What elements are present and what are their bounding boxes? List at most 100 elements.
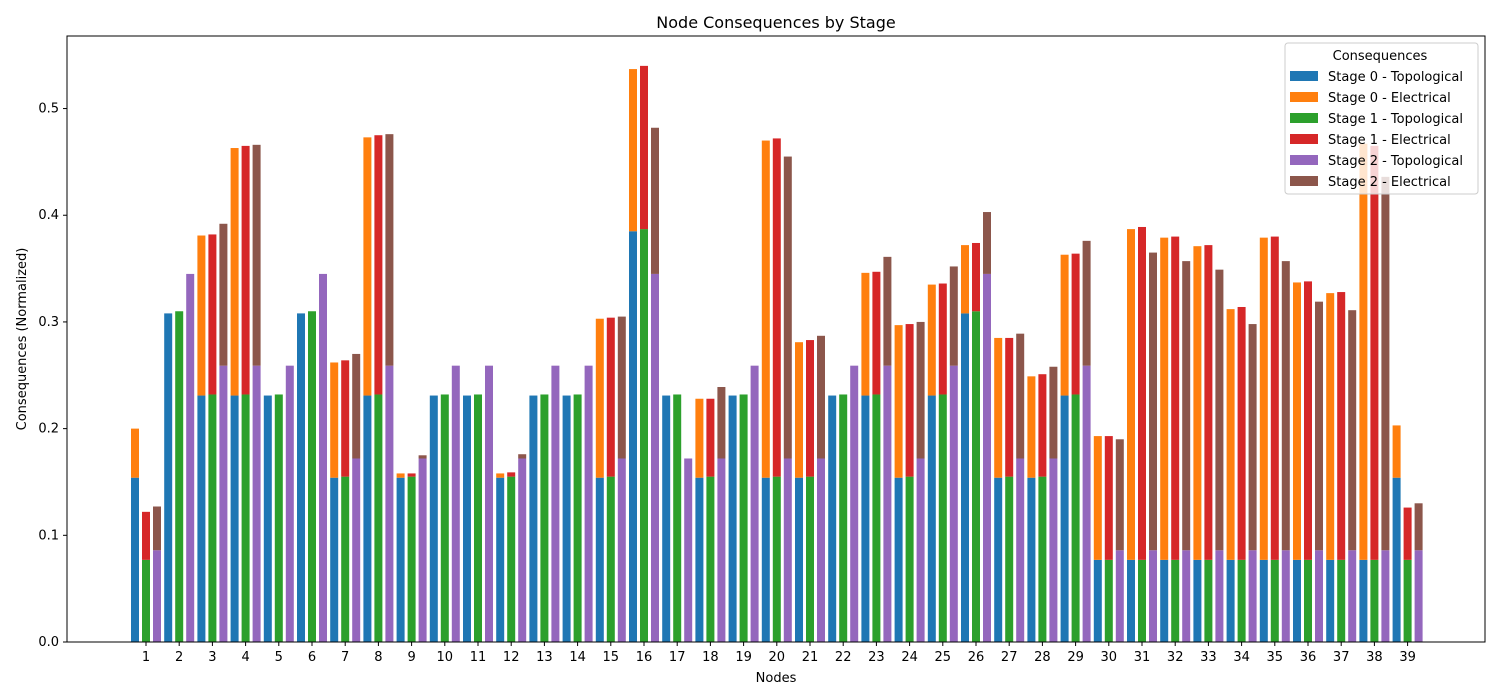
bar-stage0-electrical-node9 <box>396 473 405 478</box>
bar-stage0-topological-node28 <box>1027 477 1036 642</box>
x-tick-label: 2 <box>175 650 183 665</box>
bar-stage1-electrical-node35 <box>1270 236 1279 560</box>
bar-stage2-topological-node29 <box>1082 365 1091 642</box>
bar-stage0-topological-node39 <box>1392 477 1401 642</box>
bar-stage2-topological-node6 <box>319 273 327 642</box>
bar-stage0-topological-node25 <box>927 395 936 642</box>
bar-stage1-topological-node2 <box>175 311 184 642</box>
bar-stage2-electrical-node25 <box>949 266 958 366</box>
bar-stage2-topological-node16 <box>651 273 659 642</box>
chart-title: Node Consequences by Stage <box>656 13 895 32</box>
bar-stage2-topological-node25 <box>949 365 958 642</box>
bar-stage1-electrical-node1 <box>142 511 150 560</box>
bar-stage0-topological-node10 <box>429 395 438 642</box>
y-tick-label: 0.3 <box>38 315 59 330</box>
bar-stage1-topological-node22 <box>839 394 848 642</box>
bar-stage0-topological-node38 <box>1359 559 1368 642</box>
bar-stage0-electrical-node4 <box>230 148 239 396</box>
bar-stage2-topological-node32 <box>1182 550 1191 642</box>
bar-stage0-electrical-node24 <box>894 325 903 478</box>
bar-stage0-topological-node5 <box>263 395 272 642</box>
y-tick-label: 0.0 <box>38 635 59 650</box>
bar-stage2-electrical-node20 <box>783 156 792 459</box>
x-tick-label: 6 <box>308 650 316 665</box>
bar-stage0-topological-node30 <box>1093 559 1102 642</box>
x-axis-label: Nodes <box>756 671 797 686</box>
bar-stage1-topological-node26 <box>972 311 980 642</box>
bar-stage0-electrical-node35 <box>1259 237 1268 560</box>
bar-stage0-electrical-node18 <box>695 398 704 478</box>
bar-stage0-topological-node6 <box>297 313 305 642</box>
bar-stage2-topological-node26 <box>983 273 991 642</box>
legend-title: Consequences <box>1333 49 1428 64</box>
bar-stage2-electrical-node33 <box>1215 269 1224 551</box>
bar-stage0-topological-node23 <box>861 395 870 642</box>
legend-frame <box>1284 42 1479 195</box>
bar-stage2-electrical-node24 <box>916 321 925 459</box>
bar-stage1-topological-node15 <box>606 476 615 642</box>
bar-stage0-topological-node18 <box>695 477 704 642</box>
bar-stage2-electrical-node8 <box>385 134 394 366</box>
bar-stage1-electrical-node7 <box>341 360 350 477</box>
bar-stage1-topological-node18 <box>706 476 715 642</box>
x-tick-label: 29 <box>1067 650 1084 665</box>
bar-stage1-topological-node28 <box>1038 476 1047 642</box>
x-tick-label: 36 <box>1300 650 1317 665</box>
y-tick-label: 0.1 <box>38 528 59 543</box>
bar-stage1-electrical-node28 <box>1038 374 1047 477</box>
legend-entry-label: Stage 0 - Topological <box>1328 70 1463 85</box>
bar-stage2-topological-node17 <box>684 458 693 642</box>
bar-stage1-topological-node25 <box>938 394 947 642</box>
bar-stage0-topological-node8 <box>363 395 372 642</box>
x-tick-label: 30 <box>1101 650 1118 665</box>
bar-stage0-electrical-node30 <box>1093 436 1102 560</box>
bar-stage0-topological-node9 <box>396 477 405 642</box>
bar-stage0-topological-node4 <box>230 395 239 642</box>
bar-stage0-electrical-node12 <box>496 473 505 478</box>
bar-stage0-topological-node2 <box>164 313 173 642</box>
bar-stage2-topological-node31 <box>1149 550 1157 642</box>
bar-stage0-topological-node27 <box>994 477 1003 642</box>
bar-stage2-topological-node24 <box>916 458 925 642</box>
bar-stage1-electrical-node3 <box>208 234 217 395</box>
x-tick-label: 39 <box>1399 650 1416 665</box>
bar-stage2-electrical-node3 <box>219 223 228 366</box>
bar-stage2-electrical-node35 <box>1281 261 1290 551</box>
bar-stage0-electrical-node33 <box>1193 246 1202 560</box>
x-tick-label: 10 <box>437 650 454 665</box>
x-axis: 1 2 3 4 5 6 7 8 9 10 11 12 13 14 15 16 17 18 19 20 21 22 23 24 2… <box>142 642 1416 665</box>
bar-stage0-topological-node13 <box>529 395 538 642</box>
bar-stage0-electrical-node25 <box>927 284 936 396</box>
x-tick-label: 27 <box>1001 650 1018 665</box>
x-tick-label: 33 <box>1200 650 1217 665</box>
legend-entry-label: Stage 2 - Topological <box>1328 154 1463 169</box>
bar-stage0-topological-node14 <box>562 395 571 642</box>
bar-stage0-topological-node26 <box>961 313 969 642</box>
bar-stage1-topological-node39 <box>1403 559 1412 642</box>
bar-stage1-topological-node13 <box>540 394 549 642</box>
x-tick-label: 9 <box>407 650 415 665</box>
bar-stage1-topological-node7 <box>341 476 350 642</box>
x-tick-label: 38 <box>1366 650 1383 665</box>
legend-swatch <box>1290 92 1318 102</box>
y-axis-label: Consequences (Normalized) <box>15 248 30 431</box>
bar-stage0-topological-node35 <box>1259 559 1268 642</box>
x-tick-label: 15 <box>603 650 620 665</box>
bar-stage1-electrical-node36 <box>1304 281 1312 560</box>
bar-stage2-electrical-node39 <box>1414 503 1423 551</box>
bar-stage0-topological-node7 <box>330 477 339 642</box>
bar-stage2-topological-node8 <box>385 365 394 642</box>
bar-stage1-topological-node21 <box>806 476 814 642</box>
bar-stage1-topological-node10 <box>440 394 449 642</box>
bar-stage2-topological-node4 <box>252 365 261 642</box>
bar-stage1-topological-node3 <box>208 394 217 642</box>
x-tick-label: 12 <box>503 650 520 665</box>
bar-stage1-topological-node8 <box>374 394 383 642</box>
bar-stage0-electrical-node23 <box>861 272 870 396</box>
bar-stage2-electrical-node36 <box>1315 301 1323 551</box>
bar-stage1-topological-node19 <box>739 394 748 642</box>
bar-stage0-topological-node37 <box>1326 559 1335 642</box>
bar-stage2-topological-node9 <box>418 458 427 642</box>
bar-stage1-topological-node35 <box>1270 559 1279 642</box>
